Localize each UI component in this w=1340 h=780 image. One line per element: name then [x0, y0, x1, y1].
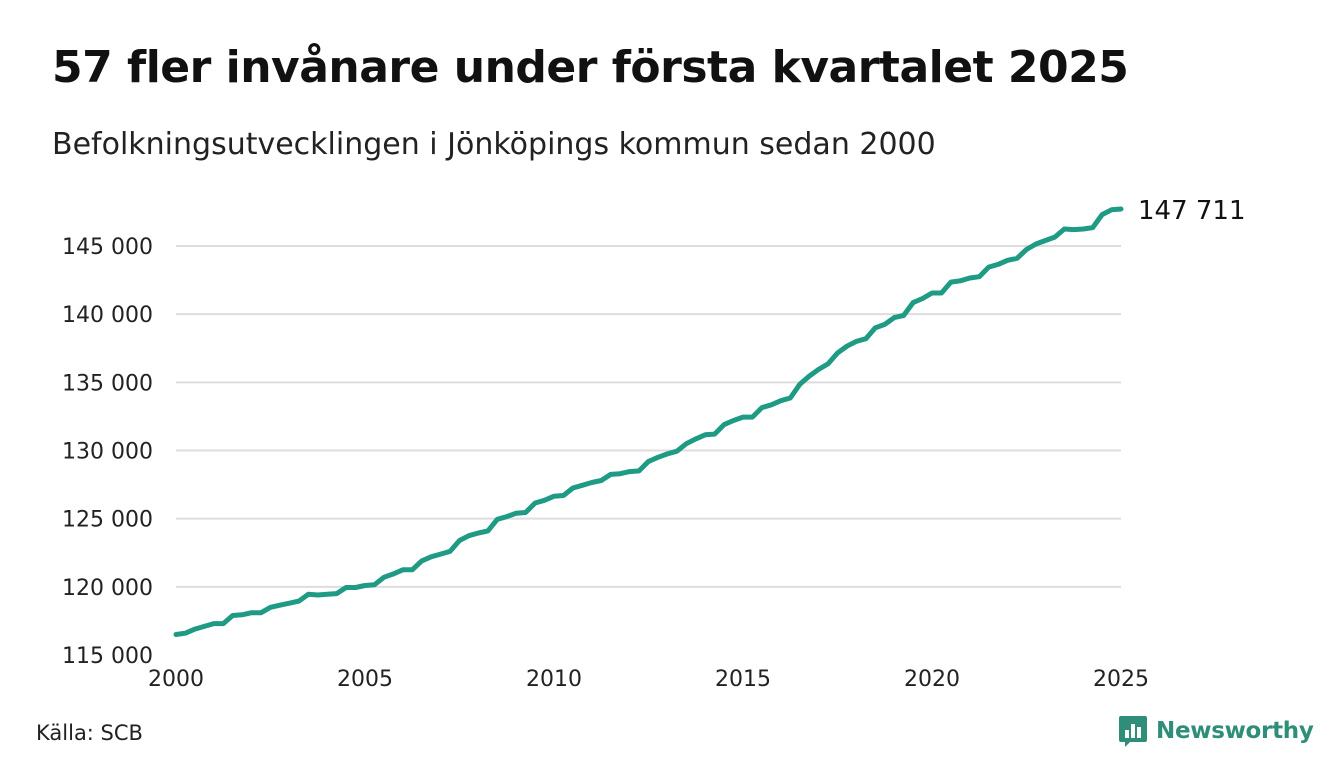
population-line-chart: 115 000 120 000 125 000 130 000 135 000 140 0… [62, 196, 1246, 692]
y-tick-label: 125 000 [62, 508, 153, 533]
y-tick-label: 140 000 [62, 303, 153, 328]
x-axis-labels: 2000 2005 2010 2015 2020 2025 [148, 667, 1149, 692]
x-tick-label: 2005 [337, 667, 393, 692]
chart-subtitle: Befolkningsutvecklingen i Jönköpings kom… [52, 127, 936, 162]
y-tick-label: 130 000 [62, 440, 153, 465]
source-note: Källa: SCB [36, 721, 143, 745]
gridlines [176, 245, 1121, 588]
y-tick-label: 120 000 [62, 576, 153, 601]
chart-bubble-icon [1119, 716, 1147, 747]
y-tick-label: 135 000 [62, 371, 153, 396]
x-tick-label: 2000 [148, 667, 204, 692]
series-layer [173, 206, 1124, 637]
x-tick-label: 2025 [1093, 667, 1149, 692]
x-tick-label: 2015 [715, 667, 771, 692]
x-tick-label: 2020 [904, 667, 960, 692]
end-label-layer: 147 711 [1138, 196, 1246, 226]
x-tick-label: 2010 [526, 667, 582, 692]
population-line [173, 206, 1124, 637]
y-tick-label: 145 000 [62, 235, 153, 260]
end-value-label: 147 711 [1138, 196, 1246, 226]
y-tick-label: 115 000 [62, 644, 153, 669]
newsworthy-logo: Newsworthy [1118, 714, 1314, 748]
y-axis-labels: 115 000 120 000 125 000 130 000 135 000 140 0… [62, 235, 153, 669]
brand-name: Newsworthy [1156, 718, 1314, 744]
chart-title: 57 fler invånare under första kvartalet … [52, 42, 1129, 93]
